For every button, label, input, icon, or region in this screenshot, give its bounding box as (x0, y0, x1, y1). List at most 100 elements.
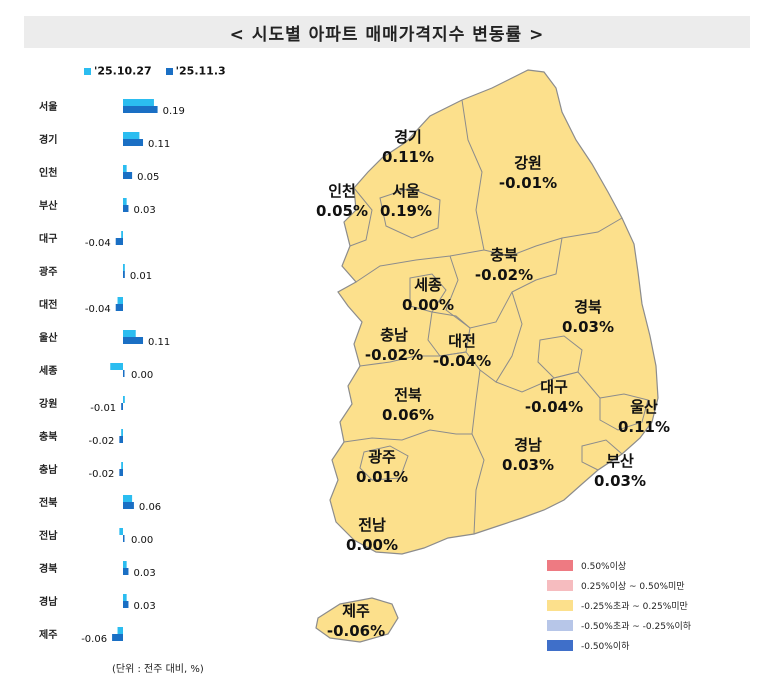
map-legend-row-2: -0.25%초과 ~ 0.25%미만 (547, 595, 691, 615)
map-region-value-15: 0.00% (346, 536, 398, 554)
category-label-3: 부산 (39, 199, 58, 212)
map-region-value-5: 0.00% (402, 296, 454, 314)
category-label-2: 인천 (39, 166, 57, 179)
legend-swatch-prev (84, 67, 91, 75)
value-label-13: 0.00 (131, 535, 153, 546)
bar-s1-7 (123, 337, 144, 344)
bar-chart: 서울 0.19 경기 0.11 인천 0.05 부산 0.03 대구 -0.04 광주 0.01 대전 -… (39, 99, 185, 645)
map-region-name-10: 대구 (540, 378, 568, 396)
map-legend-label-1: 0.25%이상 ~ 0.50%미만 (581, 581, 685, 592)
border-gangwon-south (483, 217, 623, 257)
value-label-8: 0.00 (131, 370, 153, 381)
border-gyeonggi-south (355, 249, 485, 283)
value-label-12: 0.06 (139, 502, 161, 513)
value-label-7: 0.11 (148, 337, 170, 348)
border-gyeongbuk (479, 291, 523, 383)
map-region-value-7: -0.02% (365, 346, 423, 364)
border-ulsan (599, 393, 649, 431)
value-label-2: 0.05 (137, 172, 159, 183)
bar-s1-9 (121, 403, 123, 410)
map-region-value-3: 0.19% (380, 202, 432, 220)
map-region-value-2: 0.05% (316, 202, 368, 220)
map-region-name-14: 부산 (606, 452, 634, 470)
border-sejong (409, 273, 447, 313)
map-jeju (315, 597, 399, 643)
bar-s1-14 (123, 568, 129, 575)
legend-item-prev: '25.10.27 (84, 64, 152, 78)
map-legend-swatch-4 (547, 639, 573, 651)
map-region-value-9: 0.06% (382, 406, 434, 424)
border-gyeonggi-gangwon (461, 99, 485, 251)
map-legend-label-2: -0.25%초과 ~ 0.25%미만 (581, 601, 688, 612)
map-legend-swatch-2 (547, 599, 573, 611)
map-legend-label-4: -0.50%이하 (581, 641, 630, 652)
map-labels: 경기 0.11% 강원 -0.01% 인천 0.05% 서울 0.19% 충북 -0.02% 세종 0… (316, 128, 670, 640)
bar-s1-6 (115, 304, 123, 311)
bar-s0-10 (121, 429, 123, 436)
bar-s0-8 (110, 363, 123, 370)
bar-s0-6 (117, 297, 123, 304)
category-label-11: 충남 (39, 463, 58, 476)
map-region-name-0: 경기 (394, 128, 422, 146)
bar-s0-1 (123, 132, 140, 139)
map-legend-row-4: -0.50%이하 (547, 635, 691, 655)
bar-s1-13 (123, 535, 125, 542)
map-region-value-0: 0.11% (382, 148, 434, 166)
category-label-9: 강원 (39, 397, 57, 410)
category-label-5: 광주 (39, 266, 57, 278)
bar-s1-11 (119, 469, 123, 476)
bar-s1-15 (123, 601, 129, 608)
map-legend-row-1: 0.25%이상 ~ 0.50%미만 (547, 575, 691, 595)
map-region-name-9: 전북 (394, 386, 422, 404)
border-incheon (349, 187, 373, 247)
value-label-1: 0.11 (148, 139, 170, 150)
category-label-12: 전북 (39, 496, 57, 509)
category-label-1: 경기 (39, 133, 57, 146)
category-label-8: 세종 (39, 364, 57, 377)
map-region-name-12: 광주 (368, 448, 396, 466)
bar-s0-13 (119, 528, 123, 535)
bar-s0-3 (123, 198, 127, 205)
map-region-value-13: 0.03% (502, 456, 554, 474)
map-region-name-15: 전남 (358, 516, 386, 534)
bar-s1-4 (115, 238, 123, 245)
bar-s1-0 (123, 106, 158, 113)
bar-s0-5 (123, 264, 125, 271)
bar-s0-12 (123, 495, 133, 502)
map-legend-row-0: 0.50%이상 (547, 555, 691, 575)
unit-note: (단위 : 전주 대비, %) (112, 664, 204, 675)
map-legend-label-3: -0.50%초과 ~ -0.25%이하 (581, 621, 692, 632)
map-legend-swatch-3 (547, 619, 573, 631)
bar-s1-12 (123, 502, 134, 509)
map-legend-row-3: -0.50%초과 ~ -0.25%이하 (547, 615, 691, 635)
value-label-6: -0.04 (85, 304, 111, 315)
category-label-7: 울산 (39, 331, 58, 344)
legend-item-curr: '25.11.3 (165, 64, 226, 78)
map-mainland (329, 69, 659, 555)
value-label-4: -0.04 (85, 238, 111, 249)
map-region-name-1: 강원 (514, 154, 542, 172)
map-region-value-11: 0.11% (618, 418, 670, 436)
value-label-3: 0.03 (133, 205, 155, 216)
bar-s1-10 (119, 436, 123, 443)
map-region-name-16: 제주 (342, 602, 370, 620)
border-chungnam-jeonbuk (359, 351, 481, 371)
bar-s1-3 (123, 205, 129, 212)
bar-s1-5 (123, 271, 125, 278)
bar-s0-9 (123, 396, 125, 403)
legend-swatch-curr (165, 67, 173, 75)
category-label-6: 대전 (39, 298, 57, 311)
value-label-5: 0.01 (130, 271, 152, 282)
bar-s0-14 (123, 561, 127, 568)
value-label-10: -0.02 (88, 436, 114, 447)
bar-s0-16 (117, 627, 123, 634)
border-jeonbuk-jeonnam (343, 429, 472, 443)
value-label-14: 0.03 (133, 568, 155, 579)
legend-label-curr: '25.11.3 (175, 64, 226, 78)
map-legend: 0.50%이상 0.25%이상 ~ 0.50%미만 -0.25%초과 ~ 0.25%… (547, 555, 691, 655)
map-region-name-5: 세종 (414, 276, 442, 294)
map-region-value-4: -0.02% (475, 266, 533, 284)
border-gyeongnam (471, 369, 485, 535)
map-region-value-10: -0.04% (525, 398, 583, 416)
map-region-value-14: 0.03% (594, 472, 646, 490)
